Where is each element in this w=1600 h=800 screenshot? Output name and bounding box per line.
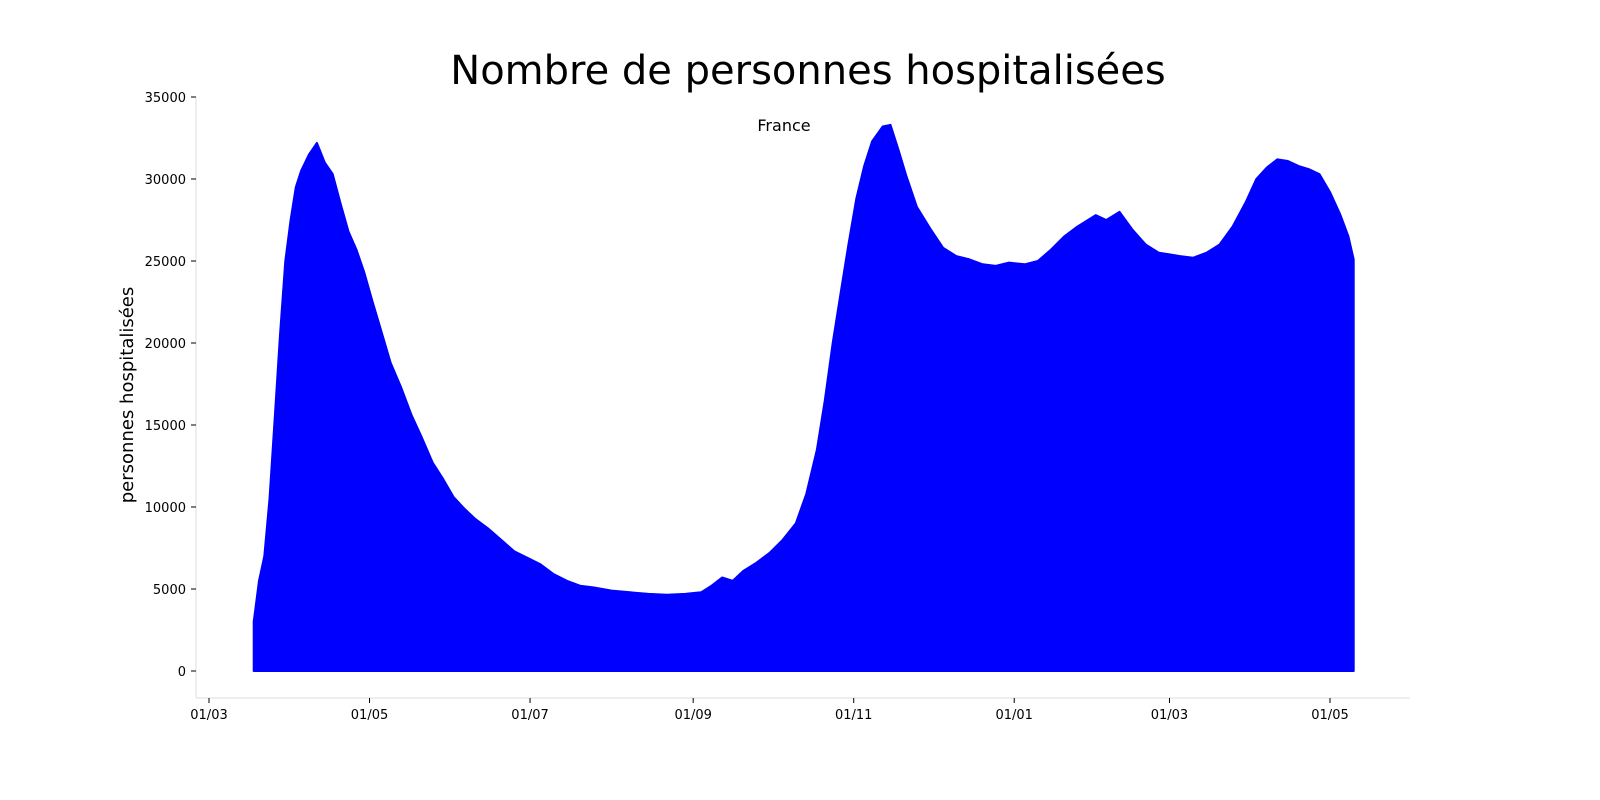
y-tick-label: 20000 xyxy=(145,337,186,352)
x-tick-label: 01/11 xyxy=(835,708,872,723)
chart-subtitle: France xyxy=(757,116,810,135)
y-axis-ticks: 0 5000 10000 15000 20000 25000 30000 35000 xyxy=(145,91,196,680)
x-tick-label: 01/07 xyxy=(511,708,548,723)
y-tick-label: 30000 xyxy=(145,173,186,188)
x-tick-label: 01/03 xyxy=(190,708,227,723)
x-axis-ticks: 01/03 01/05 01/07 01/09 01/11 01/01 01/03 01/05 xyxy=(190,698,1349,723)
y-tick-label: 35000 xyxy=(145,91,186,106)
x-tick-label: 01/05 xyxy=(1311,708,1348,723)
x-tick-label: 01/03 xyxy=(1151,708,1188,723)
y-tick-label: 15000 xyxy=(145,419,186,434)
y-axis-label: personnes hospitalisées xyxy=(117,287,138,504)
x-tick-label: 01/09 xyxy=(674,708,711,723)
chart-title: Nombre de personnes hospitalisées xyxy=(450,48,1165,94)
y-tick-label: 25000 xyxy=(145,255,186,270)
y-tick-label: 0 xyxy=(178,665,186,680)
y-tick-label: 5000 xyxy=(153,583,186,598)
x-tick-label: 01/01 xyxy=(995,708,1032,723)
y-tick-label: 10000 xyxy=(145,501,186,516)
x-tick-label: 01/05 xyxy=(351,708,388,723)
area-series xyxy=(252,123,1355,672)
